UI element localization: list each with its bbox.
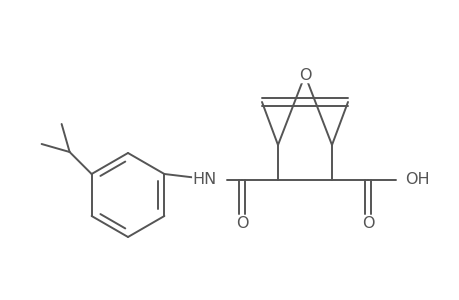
Text: OH: OH xyxy=(404,172,429,188)
Text: O: O xyxy=(235,215,248,230)
Text: HN: HN xyxy=(192,172,217,188)
Text: O: O xyxy=(298,68,311,82)
Text: O: O xyxy=(361,215,374,230)
